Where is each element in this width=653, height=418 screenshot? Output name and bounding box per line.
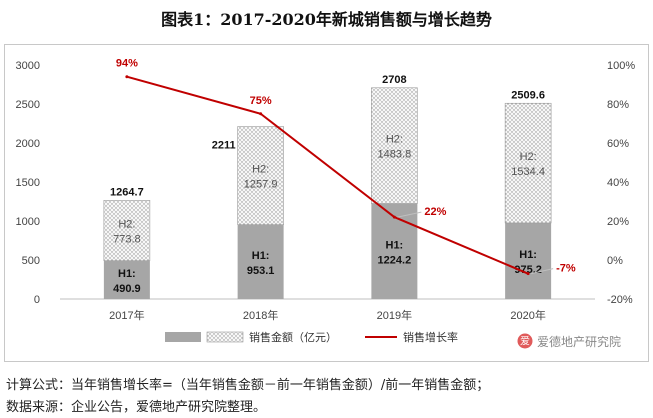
legend-line-label: 销售增长率: [403, 330, 458, 344]
growth-label: 75%: [250, 95, 272, 107]
bar-h1-label: H1:: [118, 268, 136, 280]
x-tick-label: 2017年: [109, 308, 144, 322]
y-right-tick-label: 60%: [607, 138, 629, 150]
x-tick-label: 2019年: [377, 308, 412, 322]
x-tick-label: 2020年: [510, 308, 545, 322]
growth-label: -7%: [556, 263, 576, 275]
bar-h1-value: 490.9: [113, 283, 141, 295]
y-right-tick-label: -20%: [607, 294, 633, 306]
page-title: 图表1：2017-2020年新城销售额与增长趋势: [161, 10, 492, 29]
growth-label-leader: [531, 268, 554, 275]
y-left-tick-label: 0: [34, 294, 40, 306]
bar-total-label: 2708: [382, 74, 406, 86]
y-left-tick-label: 2500: [16, 99, 40, 111]
bar-total-label: 2509.6: [511, 89, 545, 101]
growth-label: 94%: [116, 58, 138, 70]
y-right-tick-label: 0%: [607, 255, 623, 267]
source-note: 数据来源：企业公告，爱德地产研究院整理。: [6, 400, 267, 415]
watermark-logo-icon: 爱: [517, 333, 533, 349]
bar-h2-value: 1257.9: [244, 179, 278, 191]
bars: H1: 490.9 H2: 773.8 1264.7 H1: 953.1 H2: 1257.9 2…: [103, 74, 552, 299]
bar-h1-label: H1:: [386, 239, 404, 251]
bar-h2-value: 1483.8: [378, 149, 412, 161]
bar-h1-value: 1224.2: [378, 254, 412, 266]
bar-h1-label: H1:: [252, 250, 270, 262]
bar-h2-label: H2:: [252, 164, 269, 176]
growth-line-point: [125, 75, 129, 79]
y-left-tick-label: 500: [22, 255, 40, 267]
watermark: 爱 爱德地产研究院: [517, 332, 621, 350]
bar-h2-label: H2:: [118, 219, 135, 231]
bar-h2-value: 773.8: [113, 234, 141, 246]
growth-line-path: [126, 75, 529, 275]
bar-total-label: 1264.7: [110, 186, 144, 198]
legend-h2-swatch: [206, 331, 244, 343]
y-left-tick-label: 1500: [16, 177, 40, 189]
x-axis: 2017年 2018年 2019年 2020年: [60, 298, 595, 322]
bar-h1: [237, 224, 284, 299]
chart-frame: 0 500 1000 1500 2000 2500 3000 -20% 0% 20% 40% 60%…: [4, 44, 649, 362]
bar-h2: [371, 87, 418, 204]
legend: 销售金额（亿元） 销售增长率: [165, 330, 458, 344]
y-right-tick-label: 80%: [607, 99, 629, 111]
growth-line-point: [526, 272, 530, 276]
chart-svg: 0 500 1000 1500 2000 2500 3000 -20% 0% 20% 40% 60%…: [16, 58, 636, 344]
bar-h2-value: 1534.4: [511, 166, 545, 178]
bar-h2: [237, 126, 284, 225]
bar-total-label: 2211: [212, 140, 236, 152]
svg-text:爱: 爱: [520, 335, 530, 348]
bar-h2-label: H2:: [520, 151, 537, 163]
y-left-tick-label: 1000: [16, 216, 40, 228]
bar-h2-label: H2:: [386, 134, 403, 146]
bar-h1: [505, 222, 552, 299]
left-axis: 0 500 1000 1500 2000 2500 3000: [16, 60, 40, 306]
y-left-tick-label: 3000: [16, 60, 40, 72]
bar-h2: [504, 102, 552, 224]
bar-h1-value: 953.1: [247, 265, 275, 277]
growth-line-point: [392, 215, 396, 219]
x-tick-label: 2018年: [243, 308, 278, 322]
growth-line: 94% 75% 22% -7%: [116, 58, 576, 276]
y-right-tick-label: 40%: [607, 177, 629, 189]
y-left-tick-label: 2000: [16, 138, 40, 150]
growth-label: 22%: [424, 206, 446, 218]
legend-h1-swatch: [165, 332, 201, 342]
bar-h2: [103, 200, 151, 262]
y-right-tick-label: 20%: [607, 216, 629, 228]
bar-h1: [371, 203, 418, 299]
growth-line-point: [259, 112, 263, 116]
formula-note: 计算公式：当年销售增长率=（当年销售金额－前一年销售金额）/前一年销售金额；: [6, 378, 490, 393]
bar-h1: [103, 260, 150, 299]
legend-bar-label: 销售金额（亿元）: [249, 330, 337, 344]
bar-h1-label: H1:: [519, 249, 537, 261]
right-axis: -20% 0% 20% 40% 60% 80% 100%: [607, 60, 635, 306]
y-right-tick-label: 100%: [607, 60, 635, 72]
growth-label-leader: [397, 211, 422, 218]
watermark-text: 爱德地产研究院: [537, 334, 622, 349]
